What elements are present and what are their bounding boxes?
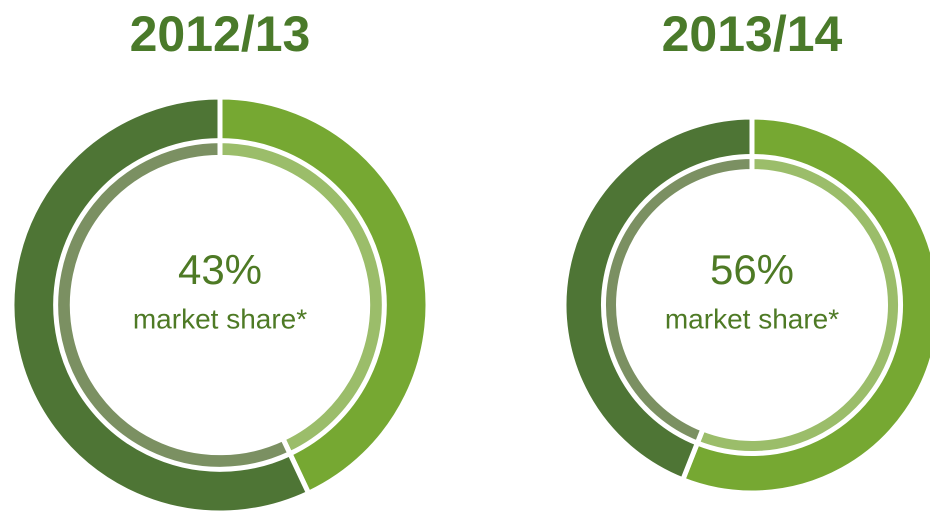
donut-segment-inner: [601, 153, 755, 447]
chart-title: 2012/13: [130, 6, 311, 62]
center-value-label: 43%: [178, 246, 262, 293]
center-subtitle: market share*: [133, 303, 307, 334]
center-subtitle: market share*: [665, 303, 839, 334]
center-value-label: 56%: [710, 246, 794, 293]
chart-title: 2013/14: [662, 6, 843, 62]
donut-segment-inner: [53, 138, 294, 472]
